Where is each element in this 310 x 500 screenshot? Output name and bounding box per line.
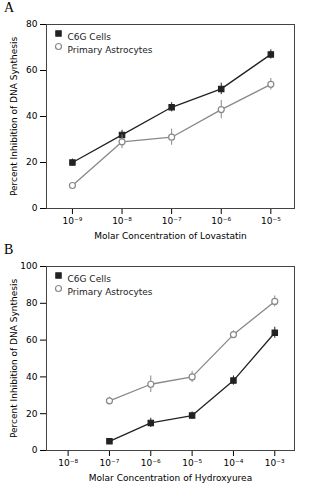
svg-text:10⁻⁹: 10⁻⁹ bbox=[63, 216, 83, 226]
svg-text:20: 20 bbox=[26, 409, 38, 419]
svg-text:C6G Cells: C6G Cells bbox=[68, 274, 112, 284]
svg-text:Primary Astrocytes: Primary Astrocytes bbox=[68, 287, 153, 297]
svg-text:80: 80 bbox=[26, 298, 38, 308]
svg-text:0: 0 bbox=[32, 445, 38, 455]
svg-text:Percent Inhibition of DNA Synt: Percent Inhibition of DNA Synthesis bbox=[9, 37, 19, 197]
html-text:B: B bbox=[4, 242, 14, 257]
html-text:A: A bbox=[4, 0, 15, 15]
svg-text:20: 20 bbox=[26, 157, 38, 167]
svg-text:0: 0 bbox=[32, 203, 38, 213]
svg-text:10⁻³: 10⁻³ bbox=[265, 458, 285, 468]
svg-text:Primary Astrocytes: Primary Astrocytes bbox=[68, 45, 153, 55]
svg-text:10⁻⁸: 10⁻⁸ bbox=[112, 216, 132, 226]
svg-text:10⁻⁷: 10⁻⁷ bbox=[162, 216, 182, 226]
svg-text:60: 60 bbox=[26, 65, 38, 75]
svg-text:10⁻⁶: 10⁻⁶ bbox=[141, 458, 161, 468]
svg-text:Percent Inhibition of DNA Synt: Percent Inhibition of DNA Synthesis bbox=[9, 279, 19, 439]
svg-text:Molar Concentration of Lovasta: Molar Concentration of Lovastatin bbox=[94, 231, 247, 241]
svg-text:10⁻⁴: 10⁻⁴ bbox=[224, 458, 244, 468]
svg-text:100: 100 bbox=[20, 261, 37, 271]
svg-text:10⁻⁷: 10⁻⁷ bbox=[100, 458, 120, 468]
svg-text:C6G Cells: C6G Cells bbox=[68, 32, 112, 42]
svg-text:60: 60 bbox=[26, 335, 38, 345]
svg-text:10⁻⁸: 10⁻⁸ bbox=[58, 458, 78, 468]
svg-text:10⁻⁵: 10⁻⁵ bbox=[182, 458, 202, 468]
svg-text:40: 40 bbox=[26, 111, 38, 121]
svg-text:Molar Concentration of Hydroxy: Molar Concentration of Hydroxyurea bbox=[89, 473, 252, 483]
svg-text:80: 80 bbox=[26, 19, 38, 29]
svg-text:10⁻⁶: 10⁻⁶ bbox=[211, 216, 231, 226]
svg-text:10⁻⁵: 10⁻⁵ bbox=[261, 216, 281, 226]
svg-text:40: 40 bbox=[26, 372, 38, 382]
